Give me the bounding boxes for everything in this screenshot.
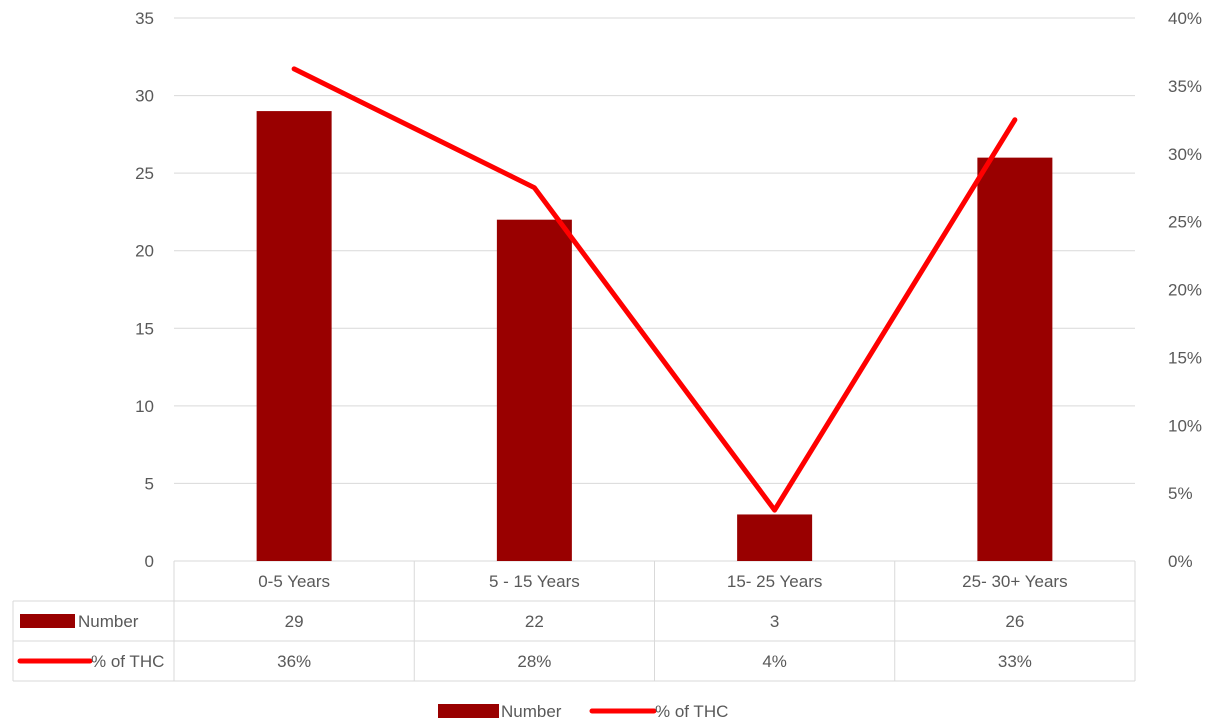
bar — [977, 157, 1053, 561]
table-cell: 29 — [285, 612, 304, 631]
right-tick-label: 35% — [1168, 77, 1202, 96]
bar-series — [256, 111, 1053, 561]
line-series — [291, 66, 1018, 513]
line-path — [291, 66, 1018, 513]
category-label: 0-5 Years — [258, 572, 330, 591]
left-tick-label: 15 — [135, 319, 154, 338]
table-cell: 3 — [770, 612, 779, 631]
table-cell: 33% — [998, 652, 1032, 671]
table-cell: 26 — [1005, 612, 1024, 631]
category-label: 15- 25 Years — [727, 572, 822, 591]
legend-label: % of THC — [655, 702, 728, 720]
row-label: % of THC — [91, 652, 164, 671]
table-cell: 28% — [517, 652, 551, 671]
category-label: 5 - 15 Years — [489, 572, 580, 591]
right-tick-label: 30% — [1168, 145, 1202, 164]
data-table: 0-5 Years 5 - 15 Years 15- 25 Years 25- 30+… — [12, 561, 1136, 682]
right-tick-label: 5% — [1168, 484, 1193, 503]
category-label: 25- 30+ Years — [962, 572, 1067, 591]
right-tick-label: 20% — [1168, 281, 1202, 300]
right-tick-label: 25% — [1168, 213, 1202, 232]
right-tick-label: 0% — [1168, 552, 1193, 571]
left-tick-label: 30 — [135, 87, 154, 106]
legend: Number % of THC — [438, 702, 728, 720]
legend-swatch-bar — [438, 704, 499, 718]
right-tick-label: 15% — [1168, 348, 1202, 367]
table-legend-key-bar — [20, 614, 75, 628]
left-tick-label: 0 — [145, 552, 154, 571]
left-tick-label: 35 — [135, 9, 154, 28]
table-cell: 22 — [525, 612, 544, 631]
right-tick-label: 10% — [1168, 416, 1202, 435]
row-label: Number — [78, 612, 139, 631]
gridlines — [174, 17, 1135, 562]
legend-label: Number — [501, 702, 562, 720]
table-cell: 36% — [277, 652, 311, 671]
bar — [256, 111, 332, 561]
bar — [496, 219, 572, 561]
left-tick-label: 20 — [135, 242, 154, 261]
bar — [737, 514, 813, 561]
left-tick-label: 25 — [135, 164, 154, 183]
left-tick-label: 5 — [145, 474, 154, 493]
table-cell: 4% — [762, 652, 787, 671]
right-axis: 0% 5% 10% 15% 20% 25% 30% 35% 40% — [1168, 9, 1202, 571]
right-tick-label: 40% — [1168, 9, 1202, 28]
left-axis: 0 5 10 15 20 25 30 35 — [135, 9, 154, 571]
left-tick-label: 10 — [135, 397, 154, 416]
